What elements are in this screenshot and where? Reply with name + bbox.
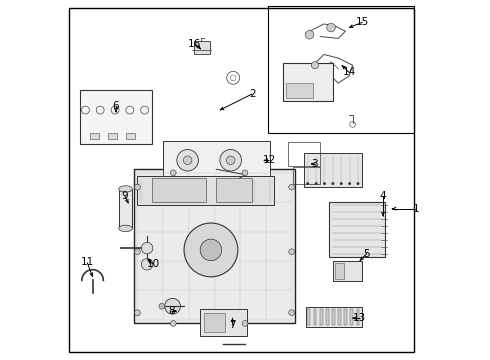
Bar bbox=[204, 313, 225, 332]
Circle shape bbox=[348, 182, 351, 185]
Text: 3: 3 bbox=[312, 159, 318, 169]
Circle shape bbox=[141, 258, 153, 270]
Bar bbox=[304, 153, 362, 187]
Bar bbox=[326, 309, 329, 325]
Text: 1: 1 bbox=[413, 204, 420, 214]
Bar bbox=[333, 261, 362, 281]
Text: 10: 10 bbox=[147, 259, 160, 269]
Circle shape bbox=[200, 239, 221, 261]
Circle shape bbox=[327, 23, 335, 32]
Bar bbox=[216, 178, 252, 202]
Bar bbox=[344, 309, 347, 325]
Bar bbox=[286, 83, 313, 98]
Circle shape bbox=[171, 170, 176, 176]
Ellipse shape bbox=[119, 225, 132, 231]
Bar bbox=[294, 167, 320, 184]
Ellipse shape bbox=[119, 186, 132, 192]
Text: 5: 5 bbox=[364, 248, 370, 258]
Circle shape bbox=[289, 184, 294, 190]
Text: 11: 11 bbox=[80, 257, 94, 267]
Text: 2: 2 bbox=[249, 89, 255, 99]
Text: 16: 16 bbox=[188, 39, 201, 49]
Circle shape bbox=[135, 184, 140, 190]
Bar bbox=[314, 309, 317, 325]
Circle shape bbox=[289, 310, 294, 316]
Circle shape bbox=[311, 62, 318, 69]
Bar bbox=[163, 140, 270, 180]
Circle shape bbox=[305, 31, 314, 39]
Circle shape bbox=[171, 320, 176, 326]
Text: 15: 15 bbox=[356, 17, 369, 27]
Circle shape bbox=[242, 320, 248, 326]
Circle shape bbox=[183, 156, 192, 165]
Bar bbox=[194, 41, 210, 54]
Bar bbox=[332, 309, 335, 325]
Circle shape bbox=[315, 182, 318, 185]
Circle shape bbox=[306, 182, 309, 185]
Text: 12: 12 bbox=[263, 155, 276, 165]
Bar bbox=[134, 169, 295, 323]
Text: 8: 8 bbox=[168, 306, 175, 316]
Text: 14: 14 bbox=[343, 67, 356, 77]
Bar bbox=[152, 178, 205, 202]
Circle shape bbox=[323, 182, 326, 185]
Bar bbox=[338, 309, 341, 325]
Text: 9: 9 bbox=[122, 191, 128, 201]
Bar bbox=[200, 309, 247, 336]
Bar bbox=[350, 309, 353, 325]
Bar bbox=[329, 202, 385, 257]
Circle shape bbox=[165, 298, 180, 314]
Circle shape bbox=[289, 249, 294, 255]
Bar bbox=[357, 309, 359, 325]
Circle shape bbox=[226, 156, 235, 165]
Bar bbox=[119, 189, 132, 228]
Circle shape bbox=[242, 170, 248, 176]
Bar bbox=[288, 142, 320, 166]
Text: 4: 4 bbox=[380, 191, 387, 201]
Bar bbox=[80, 90, 152, 144]
Circle shape bbox=[331, 182, 334, 185]
Circle shape bbox=[220, 149, 242, 171]
Bar bbox=[108, 134, 117, 139]
Text: 6: 6 bbox=[113, 102, 119, 112]
Text: 7: 7 bbox=[229, 320, 236, 330]
Bar bbox=[126, 134, 135, 139]
Circle shape bbox=[141, 242, 153, 254]
Bar bbox=[283, 63, 333, 101]
Circle shape bbox=[135, 249, 140, 255]
Circle shape bbox=[357, 182, 359, 185]
Circle shape bbox=[177, 149, 198, 171]
Text: 13: 13 bbox=[353, 313, 367, 323]
Bar bbox=[307, 309, 310, 325]
Circle shape bbox=[135, 310, 140, 316]
Circle shape bbox=[159, 303, 165, 309]
Bar bbox=[90, 134, 98, 139]
Bar bbox=[137, 176, 274, 205]
Bar bbox=[319, 309, 322, 325]
Circle shape bbox=[184, 223, 238, 277]
Bar bbox=[335, 263, 343, 279]
Circle shape bbox=[340, 182, 343, 185]
Bar bbox=[306, 307, 362, 327]
Bar bbox=[269, 6, 414, 134]
